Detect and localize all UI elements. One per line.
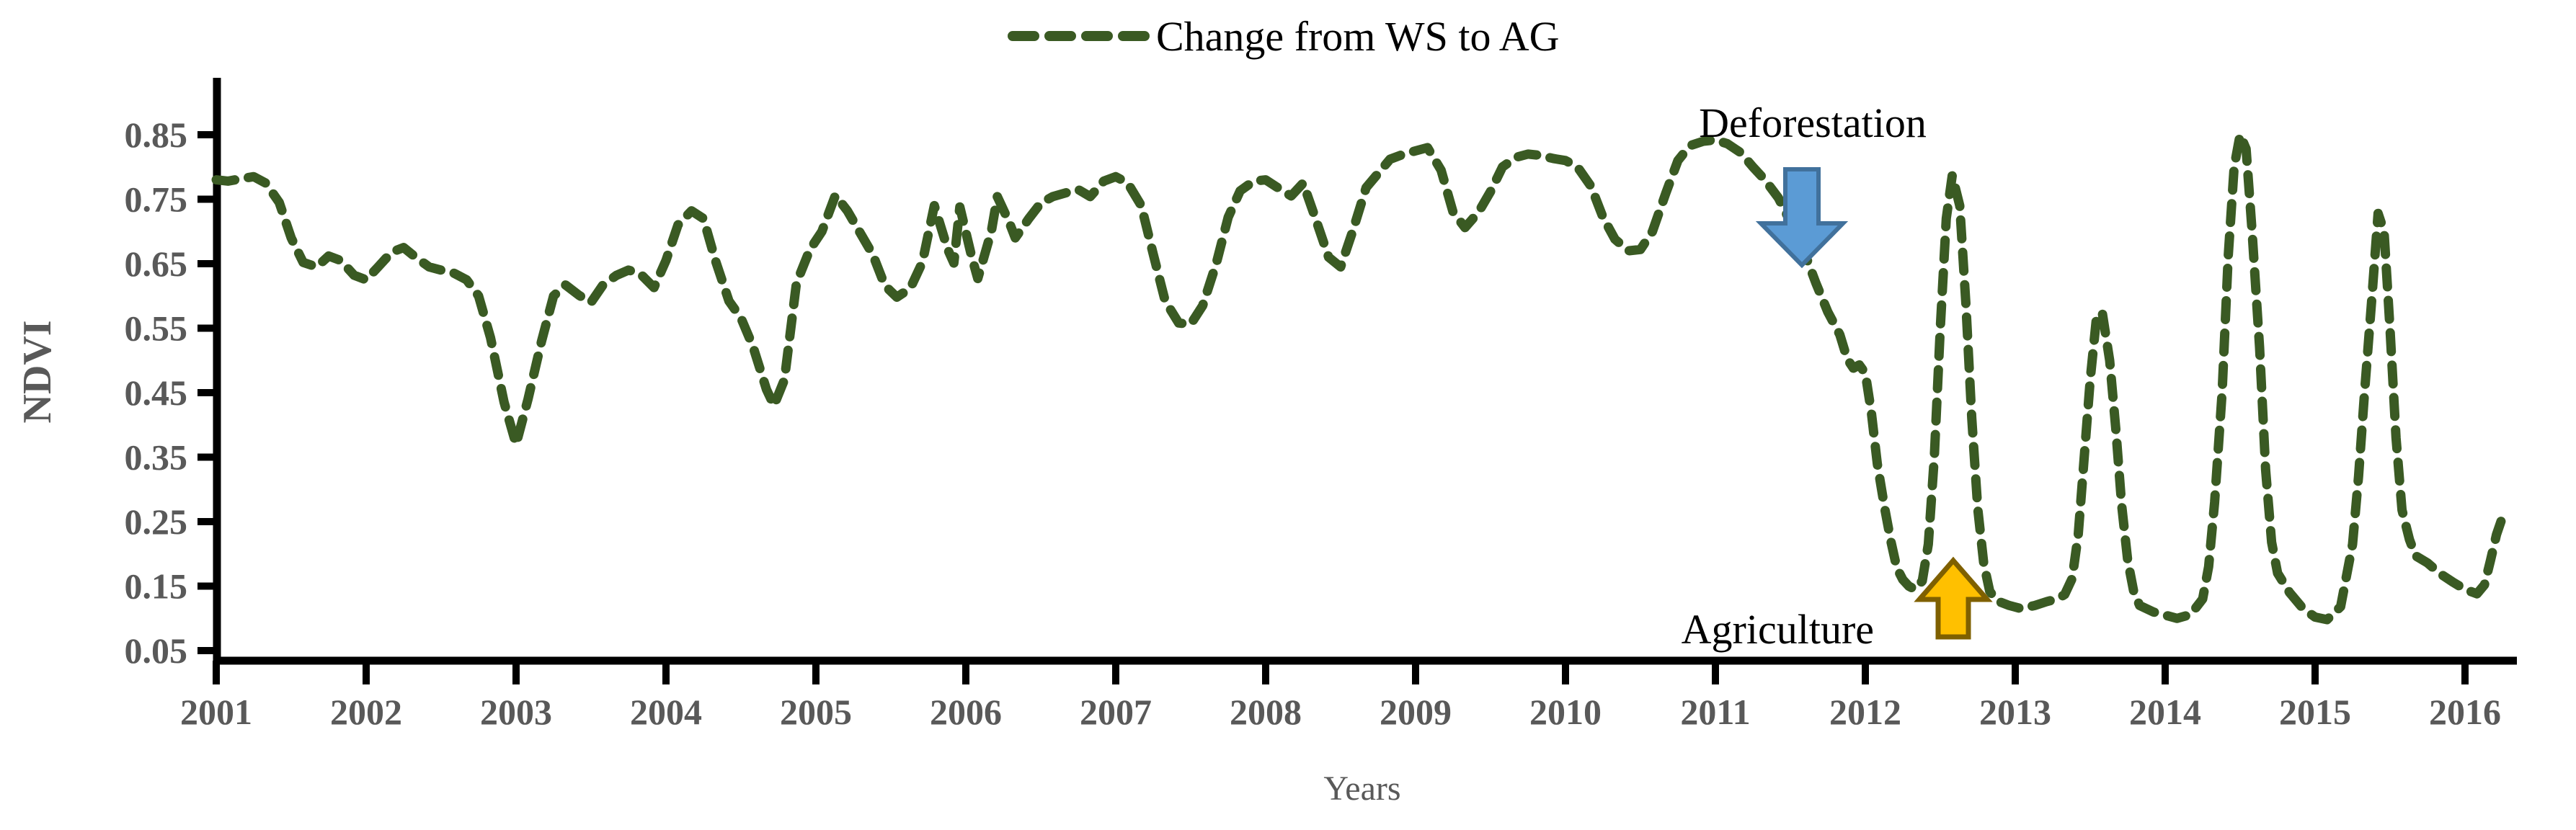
y-tick-label: 0.85: [125, 115, 188, 155]
axes-layer: 0.85 0.75 0.65 0.55 0.45 0.35 0.25 0.15 0.05 2001…: [125, 78, 2517, 732]
x-tick-label: 2011: [1680, 692, 1750, 732]
y-tick-label: 0.25: [125, 501, 188, 542]
y-tick-label: 0.55: [125, 308, 188, 349]
x-tick-label: 2004: [630, 692, 702, 732]
x-tick-label: 2016: [2429, 692, 2501, 732]
ndvi-series-line: [211, 130, 2508, 625]
y-tick-label: 0.15: [125, 566, 188, 607]
series-layer: [211, 130, 2508, 625]
x-tick-label: 2015: [2279, 692, 2351, 732]
annotation-deforestation-label: Deforestation: [1699, 99, 1927, 146]
agriculture-up-arrow-icon: [1914, 556, 1993, 640]
y-tick-label: 0.05: [125, 630, 188, 671]
x-tick-label: 2009: [1380, 692, 1452, 732]
y-tick-label: 0.65: [125, 244, 188, 284]
deforestation-down-arrow-icon: [1755, 167, 1849, 269]
legend-label: Change from WS to AG: [1156, 13, 1560, 60]
x-tick-label: 2010: [1529, 692, 1602, 732]
y-tick-label: 0.45: [125, 372, 188, 413]
annotation-layer: [1755, 167, 1993, 640]
y-axis-title: NDVI: [15, 320, 60, 423]
x-tick-label: 2012: [1829, 692, 1901, 732]
x-tick-label: 2001: [180, 692, 252, 732]
x-tick-label: 2013: [1979, 692, 2051, 732]
x-tick-label: 2005: [780, 692, 852, 732]
x-tick-label: 2006: [930, 692, 1002, 732]
x-tick-label: 2007: [1080, 692, 1152, 732]
x-tick-label: 2003: [480, 692, 552, 732]
x-tick-label: 2002: [330, 692, 402, 732]
y-tick-label: 0.35: [125, 437, 188, 478]
x-axis-title: Years: [1323, 769, 1400, 808]
annotation-agriculture-label: Agriculture: [1682, 606, 1874, 653]
x-tick-label: 2008: [1230, 692, 1302, 732]
x-tick-label: 2014: [2129, 692, 2201, 732]
y-tick-label: 0.75: [125, 179, 188, 220]
